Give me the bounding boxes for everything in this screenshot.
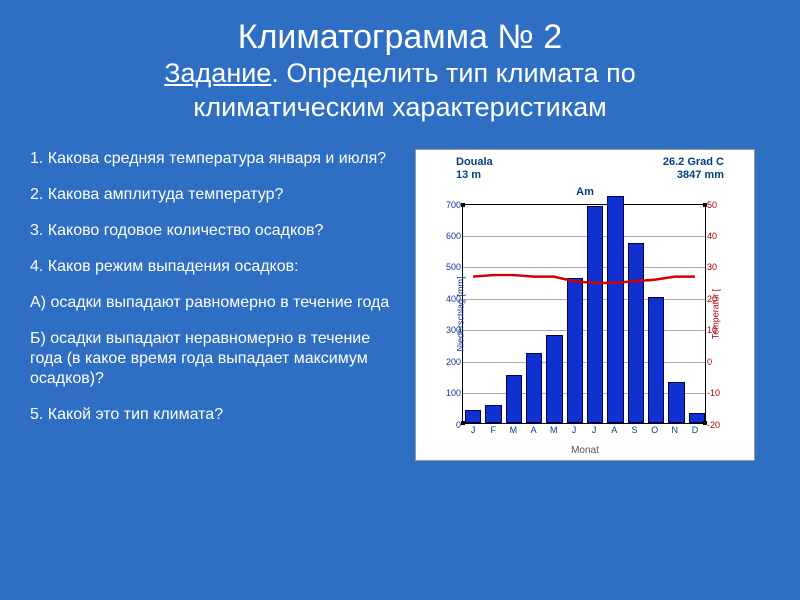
climate-code: Am	[576, 186, 594, 198]
slide-subtitle-line1: Задание. Определить тип климата по	[0, 57, 800, 91]
y-tick-left: 400	[435, 294, 463, 304]
question-item: 4. Каков режим выпадения осадков:	[30, 257, 395, 277]
month-label: M	[503, 425, 523, 435]
month-label: D	[685, 425, 705, 435]
month-label: M	[544, 425, 564, 435]
question-item: А) осадки выпадают равномерно в течение …	[30, 293, 395, 313]
y-tick-right: -20	[705, 420, 727, 430]
x-axis-labels: JFMAMJJASOND	[463, 423, 705, 435]
precip-bar	[546, 335, 562, 423]
chart-station-label: Douala 13 m	[456, 156, 493, 182]
precip-bar	[628, 243, 644, 422]
y-tick-left: 100	[435, 388, 463, 398]
month-label: J	[463, 425, 483, 435]
precip-bar	[607, 196, 623, 422]
y-tick-right: 10	[705, 325, 727, 335]
month-label: A	[524, 425, 544, 435]
station-alt: 13 m	[456, 169, 481, 181]
precip-bar	[587, 206, 603, 423]
precip-bar	[506, 375, 522, 422]
chart-summary-label: 26.2 Grad C 3847 mm	[663, 156, 724, 182]
y-tick-right: 40	[705, 231, 727, 241]
y-tick-left: 0	[435, 420, 463, 430]
subtitle-rest1: . Определить тип климата по	[271, 58, 635, 88]
annual-precip: 3847 mm	[677, 169, 724, 181]
title-block: Климатограмма № 2 Задание. Определить ти…	[0, 0, 800, 125]
avg-temp: 26.2 Grad C	[663, 156, 724, 168]
questions-list: 1. Какова средняя температура января и и…	[30, 149, 395, 441]
precip-bar	[526, 353, 542, 422]
y-tick-right: 20	[705, 294, 727, 304]
month-label: J	[584, 425, 604, 435]
question-item: 5. Какой это тип климата?	[30, 405, 395, 425]
y-tick-left: 200	[435, 357, 463, 367]
y-tick-right: 0	[705, 357, 727, 367]
subtitle-underlined: Задание	[164, 58, 271, 88]
plot-area: Niederschlag [mm] Temperatur [ JFMAMJJAS…	[462, 204, 706, 424]
precip-bar	[668, 382, 684, 423]
precip-bar	[648, 297, 664, 423]
question-item: Б) осадки выпадают неравномерно в течени…	[30, 329, 395, 389]
precip-bar	[485, 405, 501, 422]
x-axis-title: Monat	[571, 445, 599, 456]
precip-bar	[567, 278, 583, 423]
y-tick-left: 300	[435, 325, 463, 335]
month-label: A	[604, 425, 624, 435]
y-tick-left: 500	[435, 262, 463, 272]
y-tick-left: 600	[435, 231, 463, 241]
question-item: 2. Какова амплитуда температур?	[30, 185, 395, 205]
month-label: N	[665, 425, 685, 435]
month-label: S	[624, 425, 644, 435]
question-item: 3. Каково годовое количество осадков?	[30, 221, 395, 241]
station-name: Douala	[456, 156, 493, 168]
slide-title: Климатограмма № 2	[0, 18, 800, 57]
content-row: 1. Какова средняя температура января и и…	[0, 125, 800, 461]
precip-bar	[465, 410, 481, 423]
month-label: F	[483, 425, 503, 435]
precip-bars	[463, 205, 705, 423]
month-label: O	[645, 425, 665, 435]
y-tick-right: 50	[705, 200, 727, 210]
y-tick-right: 30	[705, 262, 727, 272]
climatogram-chart: Douala 13 m 26.2 Grad C 3847 mm Am Niede…	[415, 149, 755, 461]
y-tick-left: 700	[435, 200, 463, 210]
slide-subtitle-line2: климатическим характеристикам	[0, 91, 800, 125]
question-item: 1. Какова средняя температура января и и…	[30, 149, 395, 169]
month-label: J	[564, 425, 584, 435]
y-tick-right: -10	[705, 388, 727, 398]
